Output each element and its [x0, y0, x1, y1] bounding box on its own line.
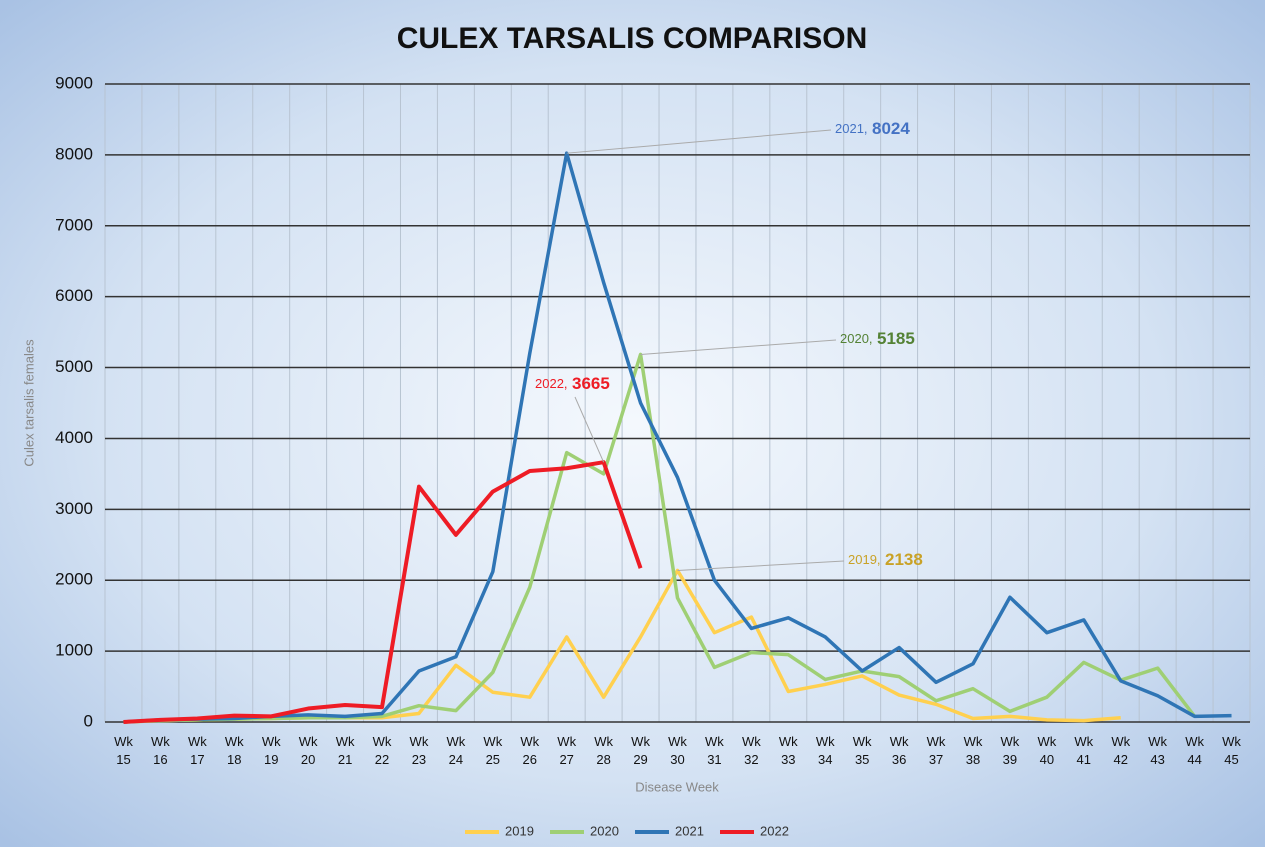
- x-tick-label: Wk 44: [1185, 734, 1204, 767]
- annotation: 2019, 2138: [848, 550, 923, 569]
- x-tick-label: Wk 37: [927, 734, 946, 767]
- annotation-value: 2138: [885, 550, 923, 569]
- y-tick-label: 0: [84, 711, 93, 730]
- annotation-label: 2022,: [535, 376, 568, 391]
- legend-label: 2022: [760, 823, 789, 838]
- annotation: 2022, 3665: [535, 374, 610, 393]
- x-tick-label: Wk 22: [373, 734, 392, 767]
- x-tick-label: Wk 20: [299, 734, 318, 767]
- x-tick-label: Wk 40: [1037, 734, 1056, 767]
- annotation-value: 8024: [872, 119, 910, 138]
- annotation: 2021, 8024: [835, 119, 910, 138]
- x-tick-label: Wk 30: [668, 734, 687, 767]
- x-axis-label: Disease Week: [635, 779, 719, 794]
- x-tick-label: Wk 17: [188, 734, 207, 767]
- annotation: 2020, 5185: [840, 329, 915, 348]
- x-tick-label: Wk 39: [1001, 734, 1020, 767]
- legend-label: 2020: [590, 823, 619, 838]
- y-tick-label: 6000: [55, 286, 93, 305]
- x-tick-label: Wk 41: [1074, 734, 1093, 767]
- x-tick-label: Wk 34: [816, 734, 835, 767]
- x-tick-label: Wk 42: [1111, 734, 1130, 767]
- y-tick-label: 1000: [55, 641, 93, 660]
- chart-title: CULEX TARSALIS COMPARISON: [397, 22, 868, 55]
- y-tick-label: 2000: [55, 570, 93, 589]
- y-tick-label: 9000: [55, 73, 93, 92]
- x-tick-label: Wk 45: [1222, 734, 1241, 767]
- x-tick-label: Wk 24: [446, 734, 465, 767]
- x-tick-label: Wk 15: [114, 734, 133, 767]
- leader-line: [640, 339, 837, 355]
- x-tick-label: Wk 38: [964, 734, 983, 767]
- x-tick-label: Wk 28: [594, 734, 613, 767]
- y-tick-label: 5000: [55, 357, 93, 376]
- x-tick-label: Wk 26: [520, 734, 539, 767]
- y-tick-label: 3000: [55, 499, 93, 518]
- leader-line: [677, 560, 845, 571]
- annotation-label: 2020,: [840, 331, 873, 346]
- legend-label: 2021: [675, 823, 704, 838]
- annotation-value: 5185: [877, 329, 915, 348]
- x-tick-label: Wk 43: [1148, 734, 1167, 767]
- x-tick-label: Wk 32: [742, 734, 761, 767]
- x-tick-label: Wk 25: [483, 734, 502, 767]
- y-tick-label: 8000: [55, 144, 93, 163]
- y-axis-label: Culex tarsalis females: [21, 339, 36, 467]
- x-tick-label: Wk 31: [705, 734, 724, 767]
- series-line: [123, 460, 643, 724]
- x-tick-label: Wk 23: [410, 734, 429, 767]
- x-tick-label: Wk 33: [779, 734, 798, 767]
- annotation-label: 2021,: [835, 121, 868, 136]
- x-tick-label: Wk 27: [557, 734, 576, 767]
- x-tick-label: Wk 36: [890, 734, 909, 767]
- x-tick-label: Wk 18: [225, 734, 244, 767]
- leader-line: [574, 396, 605, 463]
- x-tick-label: Wk 35: [853, 734, 872, 767]
- x-tick-label: Wk 16: [151, 734, 170, 767]
- y-tick-label: 7000: [55, 215, 93, 234]
- leader-line: [566, 129, 832, 154]
- y-tick-label: 4000: [55, 428, 93, 447]
- x-tick-label: Wk 19: [262, 734, 281, 767]
- x-tick-label: Wk 29: [631, 734, 650, 767]
- series-line: [123, 352, 1196, 724]
- x-tick-label: Wk 21: [336, 734, 355, 767]
- legend-label: 2019: [505, 823, 534, 838]
- annotation-label: 2019,: [848, 552, 881, 567]
- annotation-value: 3665: [572, 374, 610, 393]
- series-line: [123, 151, 1232, 724]
